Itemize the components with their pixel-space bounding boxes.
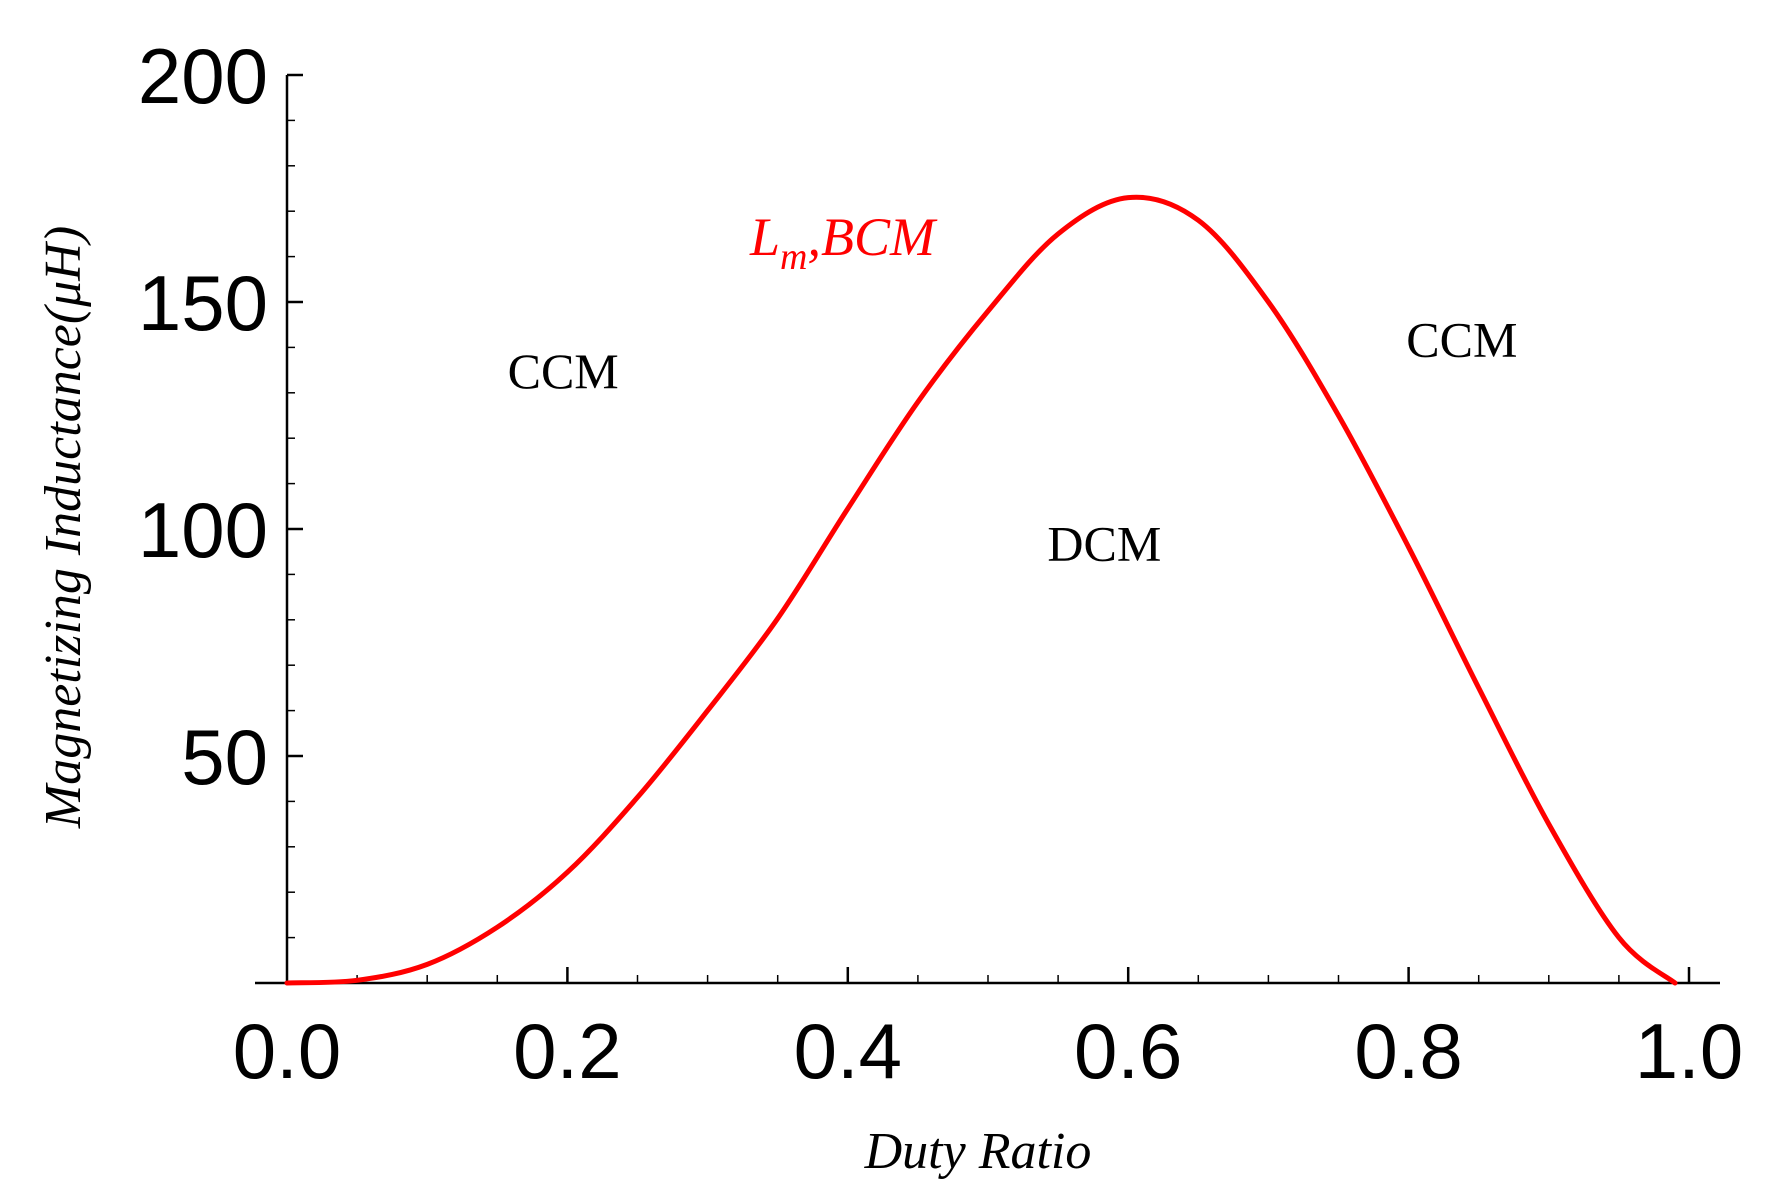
x-tick-label: 1.0 [1635, 1007, 1743, 1095]
region-label-ccm: CCM [1406, 311, 1517, 367]
y-tick-label: 50 [181, 713, 268, 801]
axes [255, 73, 1720, 985]
region-annotations: CCM CCM DCM [508, 311, 1518, 571]
y-ticks [287, 73, 303, 939]
x-tick-label: 0.4 [794, 1007, 902, 1095]
x-tick-label: 0.6 [1074, 1007, 1182, 1095]
series-label-main: L [749, 207, 780, 267]
y-axis-title: Magnetizing Inductance(μH) [35, 226, 92, 829]
region-label-ccm: CCM [508, 343, 619, 399]
y-tick-label: 200 [138, 32, 268, 120]
x-axis-title: Duty Ratio [864, 1123, 1092, 1180]
x-ticks [356, 967, 1691, 983]
tick-labels: 0.0 0.2 0.4 0.6 0.8 1.0 50 100 150 200 [138, 32, 1743, 1095]
x-tick-label: 0.2 [513, 1007, 621, 1095]
region-label-dcm: DCM [1047, 516, 1161, 572]
y-tick-label: 100 [138, 486, 268, 574]
series-label-lm-bcm: Lm,BCM [749, 207, 938, 278]
series-label-subscript: m [780, 236, 807, 278]
series-line-lm-bcm [284, 194, 1678, 986]
x-tick-label: 0.0 [233, 1007, 341, 1095]
series-label-rest: ,BCM [808, 207, 939, 267]
y-tick-label: 150 [138, 259, 268, 347]
x-tick-label: 0.8 [1354, 1007, 1462, 1095]
